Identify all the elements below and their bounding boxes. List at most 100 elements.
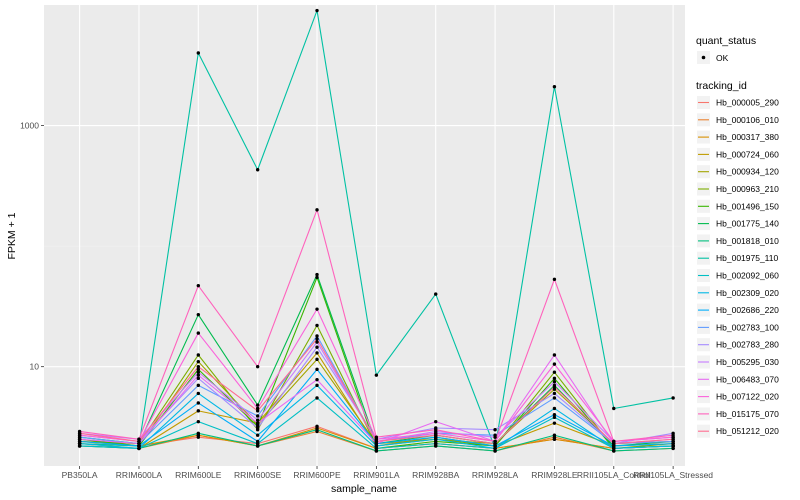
x-tick-label: RRIM901LA	[353, 470, 400, 480]
data-point	[137, 446, 141, 451]
data-point	[196, 383, 201, 388]
data-point	[196, 283, 201, 288]
data-point	[612, 444, 616, 448]
data-point	[374, 373, 379, 377]
legend-label: Hb_002783_100	[716, 322, 779, 332]
data-point	[374, 439, 379, 444]
x-tick-label: RRIM928LE	[531, 470, 578, 480]
y-tick-label: 10	[30, 362, 40, 372]
data-point	[77, 437, 82, 441]
y-axis-title: FPKM + 1	[6, 212, 18, 259]
data-point	[196, 401, 201, 405]
data-point	[552, 412, 557, 417]
data-point	[493, 444, 497, 448]
legend-label: Hb_007122_020	[716, 392, 779, 402]
data-point	[315, 367, 319, 372]
data-point	[196, 376, 201, 381]
data-point	[671, 433, 675, 437]
data-point	[552, 376, 557, 381]
x-tick-label: RRIM600LA	[116, 470, 163, 480]
data-point	[552, 353, 557, 357]
data-point	[137, 439, 141, 444]
data-point	[255, 409, 260, 413]
data-point	[374, 435, 379, 439]
data-point	[255, 414, 260, 418]
legend-label: Hb_001496_150	[716, 201, 779, 211]
data-point	[374, 446, 379, 451]
data-point	[612, 441, 616, 446]
legend-series: Hb_000005_290 Hb_000106_010 Hb_000317_380 H…	[697, 96, 779, 438]
data-point	[315, 272, 319, 277]
data-point	[671, 396, 675, 400]
data-point	[434, 428, 438, 432]
legend-label: Hb_000005_290	[716, 98, 779, 108]
data-point	[196, 419, 201, 424]
data-point	[493, 441, 497, 446]
x-tick-label: RRII105LA_Stressed	[633, 470, 713, 480]
data-point	[137, 444, 141, 448]
data-point	[552, 385, 557, 389]
data-point	[612, 446, 616, 451]
data-point	[315, 428, 319, 432]
data-point	[552, 433, 557, 437]
data-point	[255, 439, 260, 444]
data-point	[434, 433, 438, 437]
data-point	[255, 364, 260, 369]
legend-label-ok: OK	[716, 53, 729, 63]
x-axis-title: sample_name	[331, 483, 397, 495]
data-point	[434, 441, 438, 446]
legend-label: Hb_006483_070	[716, 374, 779, 384]
data-point	[315, 383, 319, 388]
data-point	[552, 421, 557, 425]
data-point	[315, 8, 319, 13]
data-point	[196, 409, 201, 413]
data-point	[552, 362, 557, 366]
data-point	[196, 370, 201, 374]
data-point	[315, 208, 319, 212]
data-point	[255, 403, 260, 407]
legend-title-tracking-id: tracking_id	[696, 80, 747, 92]
x-tick-label: RRIM600SE	[234, 470, 282, 480]
data-point	[493, 446, 497, 451]
x-tick-label: RRII105LA_Control	[577, 470, 651, 480]
data-point	[315, 275, 319, 280]
data-point	[77, 444, 82, 448]
data-point	[552, 437, 557, 441]
data-point	[552, 391, 557, 396]
data-point	[315, 307, 319, 311]
data-point	[315, 345, 319, 349]
data-point	[374, 449, 379, 453]
legend-label: Hb_000106_010	[716, 115, 779, 125]
data-point	[671, 437, 675, 441]
data-point	[671, 444, 675, 448]
legend-label: Hb_001775_140	[716, 219, 779, 229]
data-point	[255, 433, 260, 437]
series-points	[77, 8, 675, 453]
data-point	[196, 353, 201, 357]
plot-panel	[44, 5, 685, 466]
legend-label: Hb_000934_120	[716, 167, 779, 177]
data-point	[552, 370, 557, 374]
data-point	[315, 396, 319, 400]
data-point	[671, 446, 675, 451]
data-point	[374, 444, 379, 448]
data-point	[255, 406, 260, 411]
data-point	[315, 377, 319, 382]
legend-point-ok	[701, 55, 706, 60]
data-point	[552, 380, 557, 384]
legend-label: Hb_002092_060	[716, 271, 779, 281]
data-point	[552, 85, 557, 89]
x-tick-label: RRIM928BA	[412, 470, 460, 480]
legend-label: Hb_001818_010	[716, 236, 779, 246]
data-point	[315, 337, 319, 341]
data-point	[315, 351, 319, 355]
data-point	[552, 396, 557, 400]
data-point	[552, 387, 557, 391]
data-point	[255, 418, 260, 422]
data-point	[196, 312, 201, 317]
data-point	[255, 421, 260, 425]
data-point	[552, 406, 557, 411]
legend-label: Hb_051212_020	[716, 426, 779, 436]
data-point	[255, 444, 260, 448]
grid-major	[44, 5, 685, 466]
